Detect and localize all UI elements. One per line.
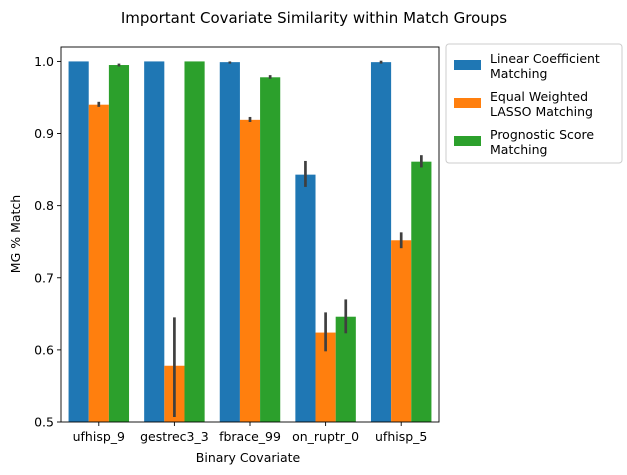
x-tick-label: ufhisp_9 (73, 429, 125, 444)
bar (219, 62, 240, 423)
bar (335, 316, 356, 422)
axes: 0.5 0.6 0.7 0.8 0.9 1.0 ufhisp_9 gestrec3_3 fbra… (34, 46, 440, 444)
bar (260, 77, 281, 423)
bar (391, 240, 412, 422)
y-tick-label: 0.9 (34, 126, 54, 141)
legend-swatch (454, 136, 481, 146)
legend-swatch (454, 98, 481, 108)
legend: Linear Coefficient Matching Equal Weighted… (445, 43, 623, 164)
chart-title: Important Covariate Similarity within Ma… (121, 9, 507, 27)
legend-label: Equal Weighted LASSO Matching (490, 89, 593, 119)
y-tick-label: 0.5 (34, 415, 54, 430)
legend-label: Linear Coefficient Matching (490, 51, 600, 81)
x-axis-title: Binary Covariate (196, 450, 301, 465)
bar (108, 65, 130, 423)
y-tick-label: 1.0 (34, 54, 54, 69)
x-tick-label: on_ruptr_0 (292, 429, 359, 444)
bar (295, 174, 316, 422)
x-tick-label: gestrec3_3 (140, 429, 209, 444)
bar (411, 161, 432, 423)
bar (88, 104, 109, 422)
legend-swatch (454, 60, 481, 70)
y-tick-label: 0.7 (34, 270, 54, 285)
legend-label: Prognostic Score Matching (490, 127, 594, 157)
bars (68, 61, 432, 423)
bar (144, 61, 165, 423)
bar (239, 119, 261, 422)
bar (184, 61, 205, 423)
bar (68, 61, 89, 423)
y-axis-title: MG % Match (8, 195, 23, 273)
error-bars (97, 60, 423, 417)
legend-box (445, 43, 623, 164)
x-tick-label: ufhisp_5 (375, 429, 427, 444)
y-tick-label: 0.8 (34, 198, 54, 213)
x-tick-label: fbrace_99 (219, 429, 281, 444)
y-tick-label: 0.6 (34, 342, 54, 357)
bar (370, 62, 392, 423)
bar (315, 332, 336, 422)
